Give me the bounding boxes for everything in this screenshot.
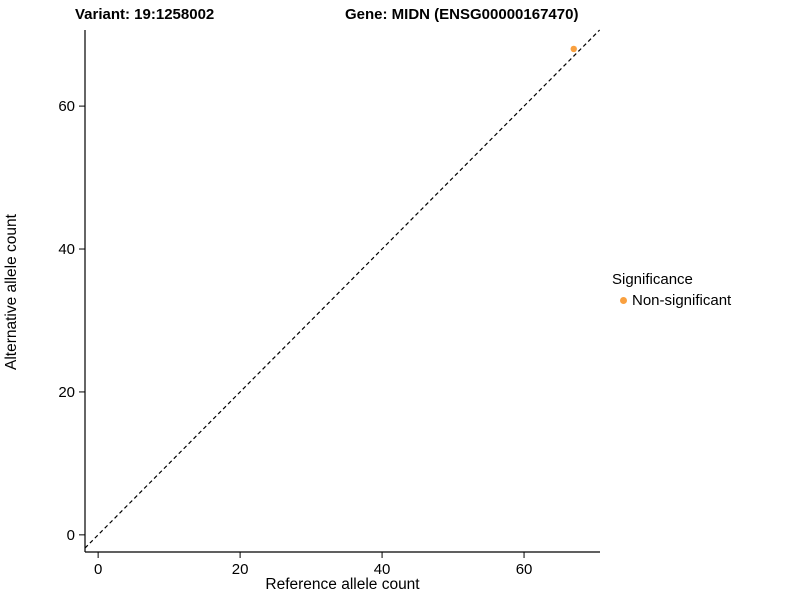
y-tick-label: 40 <box>58 241 75 258</box>
y-axis-label: Alternative allele count <box>3 214 20 370</box>
x-tick-label: 60 <box>516 561 533 578</box>
gene-title: Gene: MIDN (ENSG00000167470) <box>345 6 579 23</box>
y-tick-label: 60 <box>58 98 75 115</box>
legend-item-label: Non-significant <box>632 292 732 309</box>
variant-title: Variant: 19:1258002 <box>75 6 215 23</box>
x-tick-label: 40 <box>374 561 391 578</box>
legend: Significance Non-significant <box>612 271 731 309</box>
y-tick-label: 0 <box>67 527 75 544</box>
y-tick-label: 20 <box>58 384 75 401</box>
x-axis-label: Reference allele count <box>265 576 420 593</box>
legend-item: Non-significant <box>612 292 731 309</box>
data-point <box>570 45 577 53</box>
identity-dashed-line <box>84 29 601 549</box>
x-tick-label: 20 <box>232 561 249 578</box>
legend-point-icon <box>620 297 627 304</box>
legend-title: Significance <box>612 271 693 288</box>
x-tick-label: 0 <box>94 561 102 578</box>
